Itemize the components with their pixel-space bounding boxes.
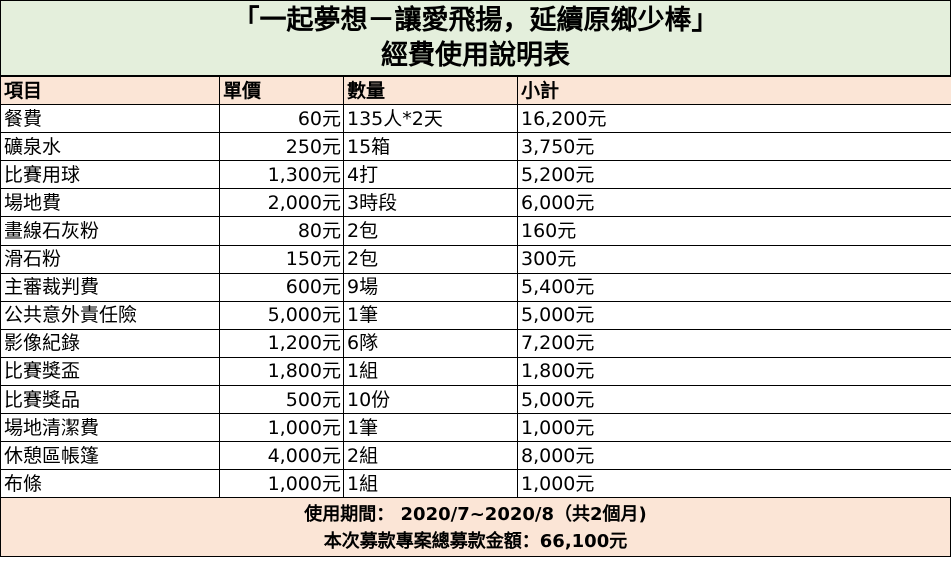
cell-item: 休憩區帳篷 (0, 441, 220, 471)
cell-qty: 1筆 (343, 413, 518, 443)
cell-qty: 2組 (343, 441, 518, 471)
cell-subtotal: 5,000元 (517, 385, 951, 415)
cell-qty: 1組 (343, 469, 518, 499)
cell-qty: 2包 (343, 244, 518, 274)
cell-price: 60元 (219, 104, 344, 134)
cell-qty: 9場 (343, 272, 518, 302)
header-row: 項目 單價 數量 小計 (0, 75, 951, 106)
cell-subtotal: 3,750元 (517, 132, 951, 162)
table-row: 滑石粉 150元 2包 300元 (0, 244, 951, 274)
cell-price: 1,200元 (219, 328, 344, 358)
sheet-title: 經費使用說明表 (381, 40, 570, 71)
table-row: 畫線石灰粉 80元 2包 160元 (0, 216, 951, 246)
cell-price: 150元 (219, 244, 344, 274)
cell-price: 500元 (219, 385, 344, 415)
cell-item: 布條 (0, 469, 220, 499)
table-row: 布條 1,000元 1組 1,000元 (0, 469, 951, 499)
cell-item: 場地清潔費 (0, 413, 220, 443)
table-row: 場地費 2,000元 3時段 6,000元 (0, 188, 951, 218)
cell-subtotal: 8,000元 (517, 441, 951, 471)
cell-price: 80元 (219, 216, 344, 246)
title-block: 「一起夢想－讓愛飛揚，延續原鄉少棒」 經費使用說明表 (0, 0, 951, 76)
cell-subtotal: 5,200元 (517, 160, 951, 190)
cell-subtotal: 5,400元 (517, 272, 951, 302)
cell-qty: 10份 (343, 385, 518, 415)
table-row: 公共意外責任險 5,000元 1筆 5,000元 (0, 300, 951, 330)
cell-price: 5,000元 (219, 300, 344, 330)
cell-price: 4,000元 (219, 441, 344, 471)
cell-subtotal: 300元 (517, 244, 951, 274)
cell-price: 250元 (219, 132, 344, 162)
cell-subtotal: 5,000元 (517, 300, 951, 330)
total-amount: 本次募款專案總募款金額：66,100元 (323, 531, 628, 553)
table-row: 比賽獎品 500元 10份 5,000元 (0, 385, 951, 415)
cell-price: 1,300元 (219, 160, 344, 190)
cell-item: 比賽獎盃 (0, 356, 220, 387)
cell-item: 公共意外責任險 (0, 300, 220, 330)
cell-item: 比賽獎品 (0, 385, 220, 415)
table-row: 主審裁判費 600元 9場 5,400元 (0, 272, 951, 302)
cell-item: 畫線石灰粉 (0, 216, 220, 246)
cell-subtotal: 1,000元 (517, 413, 951, 443)
cell-qty: 2包 (343, 216, 518, 246)
cell-qty: 4打 (343, 160, 518, 190)
usage-period: 使用期間： 2020/7~2020/8（共2個月) (304, 504, 647, 526)
cell-price: 1,000元 (219, 413, 344, 443)
cell-subtotal: 1,000元 (517, 469, 951, 499)
table-row: 休憩區帳篷 4,000元 2組 8,000元 (0, 441, 951, 471)
cell-subtotal: 160元 (517, 216, 951, 246)
table-row: 影像紀錄 1,200元 6隊 7,200元 (0, 328, 951, 358)
cell-qty: 1筆 (343, 300, 518, 330)
table-row: 場地清潔費 1,000元 1筆 1,000元 (0, 413, 951, 443)
header-subtotal: 小計 (517, 75, 951, 106)
cell-qty: 1組 (343, 356, 518, 387)
cell-item: 場地費 (0, 188, 220, 218)
cell-item: 比賽用球 (0, 160, 220, 190)
cell-item: 滑石粉 (0, 244, 220, 274)
cell-item: 影像紀錄 (0, 328, 220, 358)
header-item: 項目 (0, 75, 220, 106)
footer-block: 使用期間： 2020/7~2020/8（共2個月) 本次募款專案總募款金額：66… (0, 498, 951, 558)
cell-subtotal: 6,000元 (517, 188, 951, 218)
expense-table: 項目 單價 數量 小計 餐費 60元 135人*2天 16,200元 礦泉水 250元 15… (0, 75, 951, 499)
cell-item: 礦泉水 (0, 132, 220, 162)
cell-subtotal: 1,800元 (517, 356, 951, 387)
table-row: 比賽獎盃 1,800元 1組 1,800元 (0, 356, 951, 387)
table-row: 餐費 60元 135人*2天 16,200元 (0, 104, 951, 134)
cell-qty: 3時段 (343, 188, 518, 218)
cell-qty: 15箱 (343, 132, 518, 162)
table-row: 比賽用球 1,300元 4打 5,200元 (0, 160, 951, 190)
cell-subtotal: 16,200元 (517, 104, 951, 134)
cell-qty: 135人*2天 (343, 104, 518, 134)
cell-price: 600元 (219, 272, 344, 302)
cell-item: 餐費 (0, 104, 220, 134)
header-qty: 數量 (343, 75, 518, 106)
cell-price: 2,000元 (219, 188, 344, 218)
project-title: 「一起夢想－讓愛飛揚，延續原鄉少棒」 (232, 5, 719, 36)
table-row: 礦泉水 250元 15箱 3,750元 (0, 132, 951, 162)
cell-subtotal: 7,200元 (517, 328, 951, 358)
cell-qty: 6隊 (343, 328, 518, 358)
cell-price: 1,800元 (219, 356, 344, 387)
header-price: 單價 (219, 75, 344, 106)
cell-item: 主審裁判費 (0, 272, 220, 302)
table-body: 餐費 60元 135人*2天 16,200元 礦泉水 250元 15箱 3,750元 比賽用球 1… (0, 104, 951, 499)
cell-price: 1,000元 (219, 469, 344, 499)
